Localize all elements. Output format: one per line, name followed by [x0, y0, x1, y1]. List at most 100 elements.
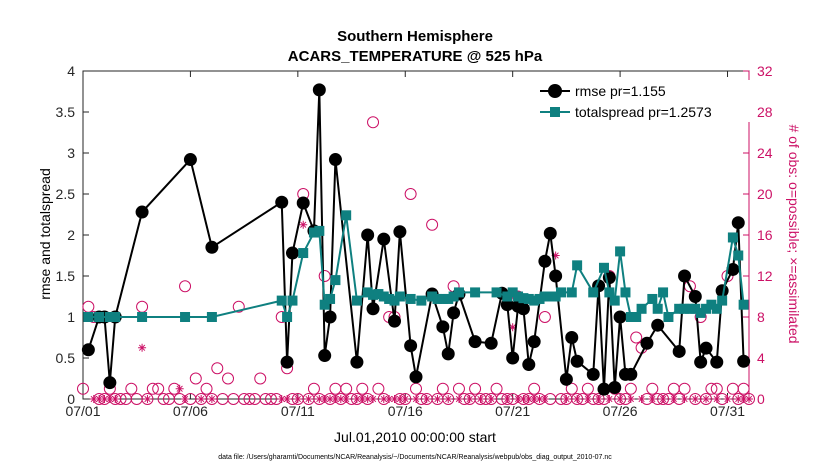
spread-point [373, 289, 384, 300]
y-tick-label-left: 1 [67, 309, 75, 325]
spread-point [513, 291, 524, 302]
rmse-point [694, 355, 708, 369]
y-tick-label-left: 3.5 [56, 104, 76, 120]
rmse-point [285, 246, 299, 260]
obs-assimilated-point [138, 343, 147, 352]
spread-point [620, 287, 631, 298]
obs-assimilated-point [562, 395, 571, 403]
spread-point [663, 312, 674, 322]
obs-possible-point [657, 393, 670, 405]
obs-possible-point [77, 382, 89, 395]
rmse-point [608, 381, 622, 395]
obs-assimilated-point [487, 395, 496, 403]
legend-spread-marker [550, 107, 560, 117]
spread-point [180, 312, 191, 322]
obs-possible-point [340, 382, 353, 395]
obs-possible-point [426, 218, 439, 231]
y-tick-label-left: 4 [67, 63, 75, 79]
y-tick-label-right: 32 [757, 63, 773, 79]
rmse-point [570, 354, 584, 368]
obs-assimilated-point [89, 395, 98, 403]
obs-assimilated-point [454, 395, 463, 403]
spread-point [588, 287, 599, 298]
rmse-point [549, 269, 563, 283]
spread-point [572, 260, 583, 271]
spread-point [448, 291, 459, 302]
spread-point [658, 287, 669, 298]
x-tick-label: 07/06 [173, 403, 208, 419]
spread-point [727, 232, 738, 243]
rmse-point [404, 339, 418, 353]
rmse-point [731, 216, 745, 230]
obs-assimilated-point [712, 395, 721, 403]
rmse-point [672, 344, 686, 358]
obs-possible-point [592, 393, 605, 405]
obs-possible-point [222, 372, 235, 385]
spread-point [325, 293, 336, 304]
rmse-point [559, 372, 573, 386]
obs-assimilated-point [702, 395, 711, 403]
obs-assimilated-point [540, 395, 549, 403]
spread-point [437, 293, 448, 304]
obs-possible-point [528, 382, 541, 395]
rmse-point [726, 262, 740, 276]
obs-possible-point [646, 382, 659, 395]
obs-possible-point [356, 382, 369, 395]
obs-possible-point [630, 331, 643, 344]
spread-point [110, 312, 121, 322]
obs-possible-point [152, 382, 165, 395]
obs-possible-point [232, 300, 245, 313]
spread-point [432, 293, 443, 304]
obs-possible-point [367, 116, 380, 129]
obs-possible-point [141, 393, 154, 405]
obs-possible-point [243, 393, 256, 405]
spread-point [636, 303, 647, 314]
obs-possible-point [264, 393, 277, 405]
rmse-point [624, 367, 638, 381]
obs-assimilated-point [594, 395, 603, 403]
y-tick-label-right: 20 [757, 186, 773, 202]
y-axis-label-left: rmse and totalspread [37, 168, 53, 300]
x-tick-label: 07/01 [65, 403, 100, 419]
rmse-point [388, 314, 402, 328]
spread-point [206, 312, 217, 322]
spread-point [443, 293, 454, 304]
obs-possible-point [614, 393, 627, 405]
legend-rmse-marker [548, 84, 562, 98]
rmse-point [715, 284, 729, 298]
obs-assimilated-point [444, 395, 453, 403]
spread-point [674, 303, 685, 314]
obs-assimilated-point [583, 395, 592, 403]
obs-possible-point [254, 372, 267, 385]
rmse-point [350, 355, 364, 369]
rmse-point [312, 83, 326, 97]
rmse-point [393, 225, 407, 239]
spread-point [545, 291, 556, 302]
spread-point [652, 303, 663, 314]
spread-point [308, 227, 319, 238]
obs-assimilated-point [111, 395, 120, 403]
spread-point [368, 289, 379, 300]
rmse-point [328, 153, 342, 167]
spread-point [104, 312, 115, 322]
spread-point [539, 291, 550, 302]
spread-point [598, 262, 609, 273]
obs-possible-point [705, 382, 718, 395]
spread-point [282, 312, 293, 322]
obs-assimilated-point [465, 395, 474, 403]
obs-assimilated-point [605, 395, 614, 403]
rmse-point [543, 226, 557, 240]
obs-assimilated-point [659, 395, 668, 403]
obs-assimilated-point [369, 395, 378, 403]
spread-point [615, 246, 626, 257]
obs-assimilated-point [723, 395, 732, 403]
obs-assimilated-point [680, 395, 689, 403]
obs-possible-point [372, 382, 385, 395]
rmse-point [538, 254, 552, 268]
obs-possible-point [700, 393, 713, 405]
rmse-point [441, 347, 455, 361]
obs-possible-point [571, 393, 584, 405]
spread-point [94, 312, 105, 322]
rmse-point [737, 354, 751, 368]
y-tick-label-left: 3 [67, 145, 75, 161]
